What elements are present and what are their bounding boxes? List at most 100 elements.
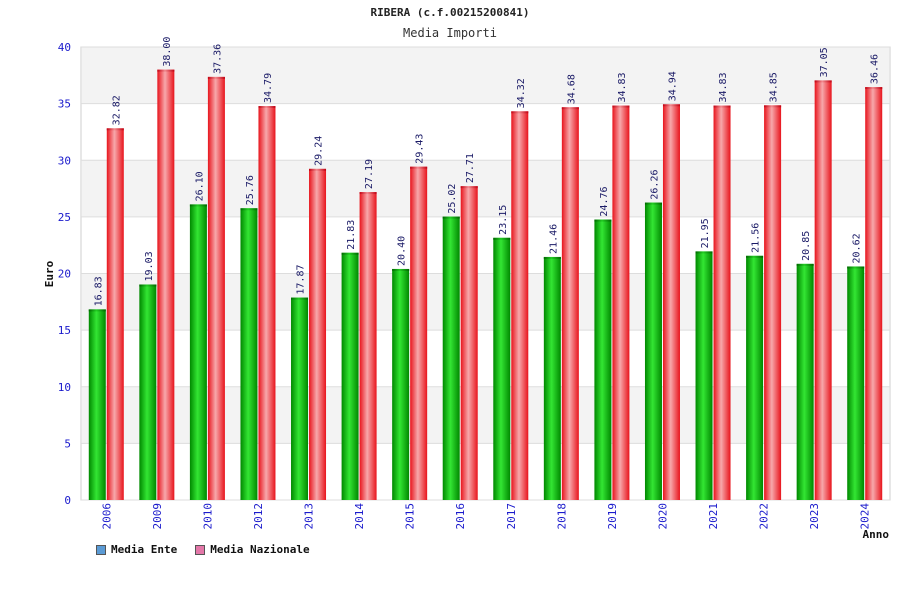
bar-nazionale: [764, 105, 782, 500]
x-tick-label: 2014: [353, 503, 366, 530]
bar-data-label: 19.03: [144, 251, 155, 281]
bar-ente: [847, 266, 865, 500]
y-tick-label: 40: [58, 41, 71, 54]
bar-nazionale: [511, 111, 529, 501]
bar-data-label: 37.05: [819, 47, 830, 77]
bar-cap: [189, 204, 207, 207]
bar-data-label: 24.76: [599, 186, 610, 216]
bar-cap: [662, 104, 680, 107]
bar-cap: [392, 268, 410, 271]
y-tick-label: 0: [64, 494, 71, 507]
bar-data-label: 20.40: [397, 236, 408, 266]
bar-data-label: 27.71: [465, 153, 476, 183]
bar-data-label: 27.19: [364, 159, 375, 189]
y-tick-label: 10: [58, 381, 71, 394]
x-tick-label: 2018: [555, 503, 568, 530]
bar-data-label: 34.79: [263, 73, 274, 103]
bar-cap: [88, 309, 106, 312]
bar-cap: [561, 107, 579, 110]
x-tick-label: 2021: [707, 503, 720, 530]
bar-nazionale: [410, 166, 428, 500]
legend-label-nazionale: Media Nazionale: [210, 543, 310, 556]
bar-data-label: 20.62: [852, 233, 863, 263]
bar-ente: [240, 208, 258, 500]
bar-cap: [309, 168, 327, 171]
legend-item-nazionale: Media Nazionale: [195, 543, 310, 556]
bar-nazionale: [106, 128, 124, 500]
bar-cap: [746, 255, 764, 258]
bar-cap: [139, 284, 157, 287]
bar-data-label: 36.46: [870, 54, 881, 84]
bar-nazionale: [814, 80, 832, 500]
bar-data-label: 38.00: [162, 37, 173, 67]
bar-cap: [341, 252, 359, 255]
y-tick-label: 15: [58, 324, 71, 337]
bar-cap: [460, 186, 478, 189]
bar-cap: [713, 105, 731, 108]
bar-data-label: 34.94: [667, 71, 678, 101]
chart-title: RIBERA (c.f.00215200841): [370, 6, 530, 19]
bar-data-label: 29.24: [314, 136, 325, 166]
legend: Media Ente Media Nazionale: [96, 543, 310, 556]
bar-cap: [847, 266, 865, 269]
x-tick-label: 2013: [303, 503, 316, 530]
bar-cap: [764, 105, 782, 108]
bar-data-label: 21.46: [548, 224, 559, 254]
bar-data-label: 21.83: [346, 220, 357, 250]
x-tick-label: 2023: [808, 503, 821, 530]
x-tick-label: 2006: [100, 503, 113, 530]
bar-nazionale: [713, 105, 731, 501]
x-tick-label: 2017: [505, 503, 518, 530]
bar-cap: [291, 297, 309, 300]
y-tick-label: 5: [64, 437, 71, 450]
bar-ente: [341, 252, 359, 500]
bar-ente: [493, 237, 511, 501]
bar-data-label: 29.43: [415, 134, 426, 164]
y-tick-label: 30: [58, 154, 71, 167]
bar-cap: [207, 76, 225, 79]
y-tick-label: 25: [58, 211, 71, 224]
legend-item-ente: Media Ente: [96, 543, 177, 556]
bar-nazionale: [662, 104, 680, 500]
bar-cap: [493, 237, 511, 240]
legend-swatch-nazionale: [195, 544, 206, 555]
bar-nazionale: [309, 168, 327, 500]
bar-ente: [88, 309, 106, 500]
bar-data-label: 37.36: [212, 44, 223, 74]
bar-ente: [543, 256, 561, 500]
bar-cap: [543, 256, 561, 259]
bar-nazionale: [157, 69, 175, 501]
x-tick-label: 2009: [151, 503, 164, 530]
bar-cap: [511, 111, 529, 114]
chart-subtitle: Media Importi: [403, 26, 497, 40]
bar-cap: [359, 192, 377, 195]
bar-data-label: 20.85: [801, 231, 812, 261]
y-tick-label: 20: [58, 268, 71, 281]
bar-data-label: 34.32: [516, 78, 527, 108]
bar-data-label: 26.26: [649, 169, 660, 199]
bar-nazionale: [258, 106, 276, 501]
bar-data-label: 34.68: [566, 74, 577, 104]
bar-cap: [258, 106, 276, 109]
bar-data-label: 25.02: [447, 184, 458, 214]
y-axis-label: Euro: [43, 260, 56, 287]
bar-data-label: 32.82: [111, 95, 122, 125]
bar-nazionale: [561, 107, 579, 501]
bar-cap: [106, 128, 124, 131]
bar-nazionale: [865, 87, 883, 500]
bar-cap: [695, 251, 713, 254]
bar-ente: [594, 219, 612, 500]
bar-data-label: 26.10: [194, 171, 205, 201]
bar-cap: [644, 202, 662, 205]
bar-cap: [612, 105, 630, 108]
bar-nazionale: [359, 192, 377, 501]
bar-ente: [644, 202, 662, 500]
bar-cap: [157, 69, 175, 72]
x-tick-label: 2016: [454, 503, 467, 530]
bar-ente: [442, 216, 460, 500]
x-tick-label: 2020: [656, 503, 669, 530]
bar-data-label: 34.83: [718, 72, 729, 102]
bar-cap: [594, 219, 612, 222]
legend-swatch-ente: [96, 544, 106, 555]
